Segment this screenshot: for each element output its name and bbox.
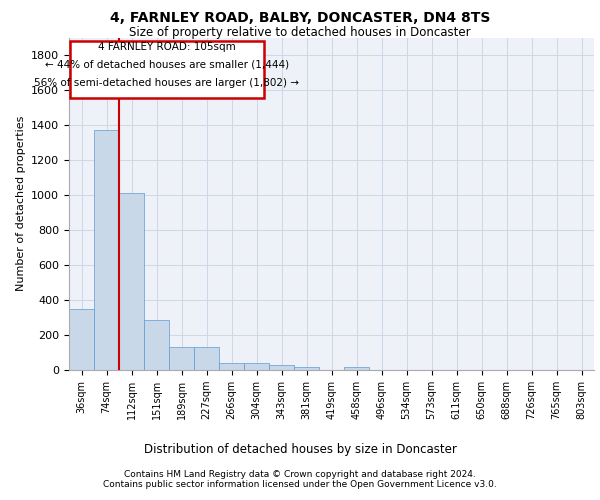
FancyBboxPatch shape <box>70 41 264 98</box>
Bar <box>219 363 244 370</box>
Text: Distribution of detached houses by size in Doncaster: Distribution of detached houses by size … <box>143 443 457 456</box>
Bar <box>144 320 169 370</box>
Text: 4 FARNLEY ROAD: 105sqm: 4 FARNLEY ROAD: 105sqm <box>98 42 236 52</box>
Bar <box>269 365 294 370</box>
Bar <box>94 130 119 370</box>
Text: Contains public sector information licensed under the Open Government Licence v3: Contains public sector information licen… <box>103 480 497 489</box>
Bar <box>194 347 219 370</box>
Text: 56% of semi-detached houses are larger (1,802) →: 56% of semi-detached houses are larger (… <box>34 78 299 88</box>
Y-axis label: Number of detached properties: Number of detached properties <box>16 116 26 292</box>
Bar <box>344 368 369 370</box>
Bar <box>119 193 144 370</box>
Text: Contains HM Land Registry data © Crown copyright and database right 2024.: Contains HM Land Registry data © Crown c… <box>124 470 476 479</box>
Text: Size of property relative to detached houses in Doncaster: Size of property relative to detached ho… <box>129 26 471 39</box>
Text: ← 44% of detached houses are smaller (1,444): ← 44% of detached houses are smaller (1,… <box>44 59 289 69</box>
Bar <box>244 363 269 370</box>
Bar <box>294 368 319 370</box>
Text: 4, FARNLEY ROAD, BALBY, DONCASTER, DN4 8TS: 4, FARNLEY ROAD, BALBY, DONCASTER, DN4 8… <box>110 11 490 25</box>
Bar <box>69 308 94 370</box>
Bar <box>169 347 194 370</box>
